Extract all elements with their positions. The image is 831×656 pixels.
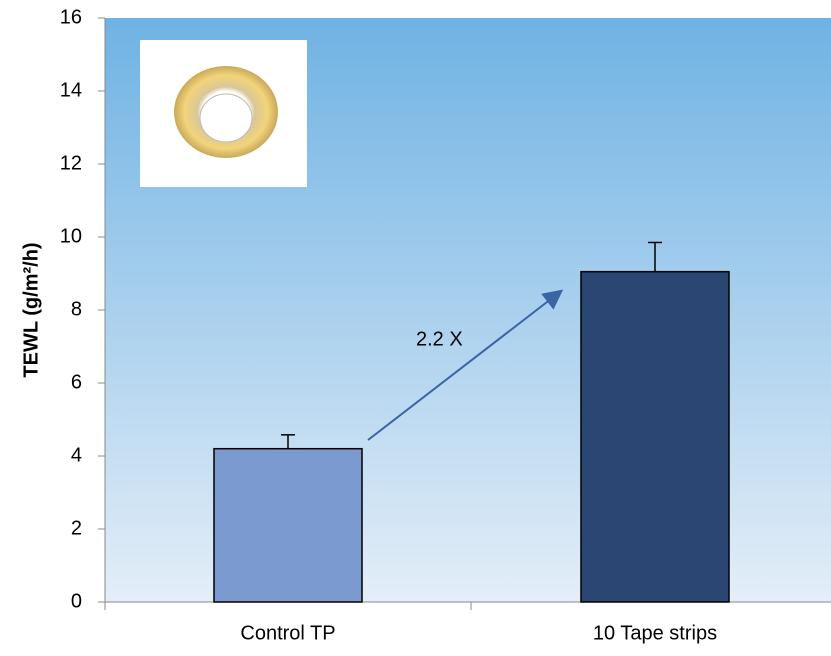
x-tick-label: Control TP — [240, 622, 335, 644]
y-axis-label: TEWL (g/m²/h) — [20, 242, 42, 377]
y-tick-label: 10 — [60, 225, 82, 247]
y-tick-label: 6 — [71, 371, 82, 393]
arrow — [367, 289, 564, 441]
y-tick-label: 0 — [71, 590, 82, 612]
annotation: 2.2 X — [416, 328, 463, 350]
x-tick-label: 10 Tape strips — [593, 622, 717, 644]
y-tick-label: 4 — [71, 444, 82, 466]
y-tick-label: 12 — [60, 152, 82, 174]
y-tick-label: 8 — [71, 298, 82, 320]
tape-hole — [199, 93, 253, 143]
y-tick-label: 14 — [60, 79, 82, 101]
y-tick-label: 16 — [60, 6, 82, 28]
y-tick-label: 2 — [71, 517, 82, 539]
bar — [213, 447, 363, 603]
bar — [580, 270, 730, 603]
